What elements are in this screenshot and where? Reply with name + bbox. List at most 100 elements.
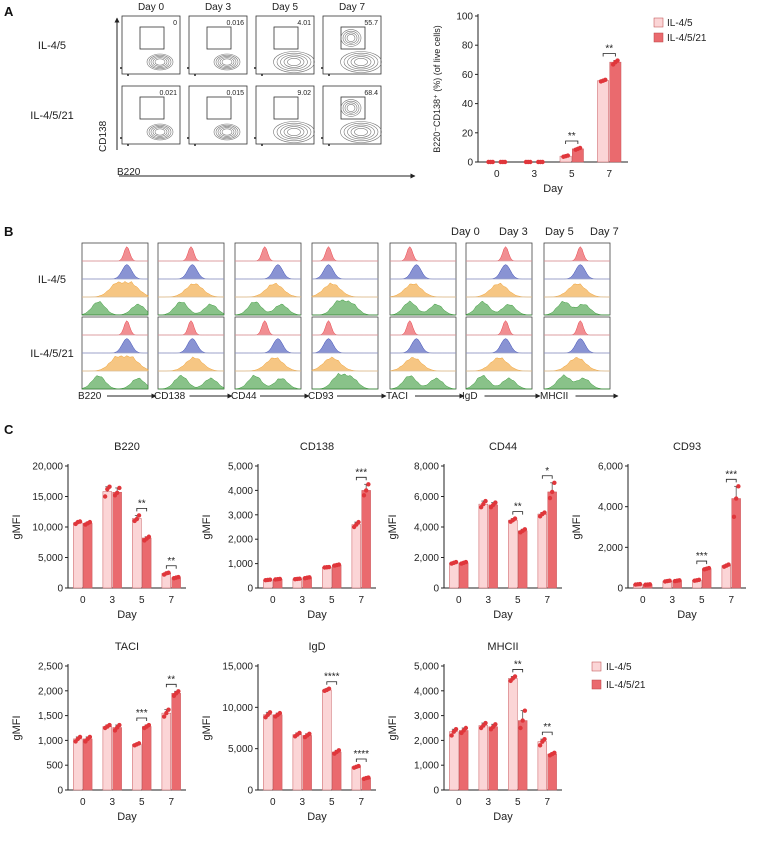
flow-contour bbox=[343, 52, 379, 72]
x-axis-label: Day bbox=[677, 609, 697, 621]
x-axis-label: Day bbox=[117, 811, 137, 823]
bar bbox=[292, 734, 302, 791]
data-point bbox=[520, 718, 525, 723]
x-tick-label: 5 bbox=[515, 797, 521, 808]
x-tick-label: 5 bbox=[139, 595, 145, 606]
significance-stars: ** bbox=[568, 131, 576, 142]
data-point bbox=[552, 750, 557, 755]
data-point bbox=[453, 727, 459, 732]
histogram-curve bbox=[465, 374, 532, 390]
significance-bracket bbox=[136, 717, 148, 722]
bar bbox=[322, 567, 332, 589]
y-axis-label: gMFI bbox=[571, 514, 583, 539]
data-point bbox=[77, 519, 83, 524]
flow-contour-plasma bbox=[340, 29, 362, 47]
bar bbox=[478, 725, 488, 791]
significance-stars: ** bbox=[167, 674, 175, 685]
data-point bbox=[166, 570, 171, 575]
y-axis-label: gMFI bbox=[201, 715, 213, 740]
bar bbox=[273, 714, 283, 791]
significance-bracket bbox=[355, 476, 367, 481]
flow-contour bbox=[221, 58, 233, 66]
data-point bbox=[733, 496, 739, 501]
flow-contour bbox=[343, 122, 379, 142]
y-axis-label: B220⁻CD138⁺ (%) (of live cells) bbox=[432, 25, 442, 153]
bar bbox=[547, 753, 557, 791]
legend-swatch-il45-c bbox=[591, 661, 602, 672]
flow-gate-value: 68.4 bbox=[364, 90, 378, 97]
significance-stars: ** bbox=[514, 502, 522, 513]
histogram-curve bbox=[465, 300, 532, 316]
flow-row-label: IL-4/5/21 bbox=[30, 110, 73, 122]
flow-contour bbox=[280, 124, 308, 140]
data-point bbox=[726, 562, 731, 567]
bar bbox=[361, 490, 371, 589]
x-tick-label: 0 bbox=[640, 595, 646, 606]
data-point bbox=[518, 725, 523, 731]
histogram-curve bbox=[312, 299, 378, 316]
significance-bracket bbox=[512, 669, 524, 673]
data-point bbox=[542, 510, 547, 515]
x-tick-label: 7 bbox=[544, 797, 550, 808]
y-tick-label: 3,000 bbox=[228, 510, 253, 521]
flow-contour bbox=[340, 121, 382, 143]
flow-gate bbox=[273, 26, 299, 50]
histogram-grid: IL-4/5 IL-4/5/21 B220 CD138 CD44 CD93 TACI IgD M… bbox=[30, 242, 619, 402]
histogram-curve bbox=[466, 357, 532, 372]
x-tick-label: 5 bbox=[569, 169, 575, 180]
y-tick-label: 1,000 bbox=[228, 559, 253, 570]
bar bbox=[351, 766, 361, 791]
x-axis-label: Day bbox=[307, 811, 327, 823]
data-point bbox=[164, 710, 169, 716]
data-point bbox=[107, 722, 112, 728]
y-tick-label: 1,000 bbox=[414, 761, 439, 772]
legend-panel-a: IL-4/5 IL-4/5/21 bbox=[653, 17, 707, 44]
data-point bbox=[336, 562, 342, 567]
chart-title: CD44 bbox=[489, 441, 517, 453]
data-point bbox=[706, 565, 712, 571]
y-tick-label: 2,000 bbox=[414, 553, 439, 564]
bar bbox=[263, 714, 273, 791]
y-tick-label: 0 bbox=[433, 786, 439, 797]
x-tick-label: 5 bbox=[139, 797, 145, 808]
histogram-curve bbox=[81, 375, 149, 390]
bar bbox=[449, 562, 459, 589]
y-tick-label: 5,000 bbox=[228, 462, 253, 473]
y-tick-label: 4,000 bbox=[228, 486, 253, 497]
flow-contour bbox=[283, 126, 305, 138]
flow-contour bbox=[276, 122, 312, 142]
bar bbox=[547, 491, 557, 589]
y-tick-label: 10,000 bbox=[32, 523, 63, 534]
data-point bbox=[136, 513, 142, 518]
y-tick-label: 4,000 bbox=[414, 686, 439, 697]
legend-label-il45: IL-4/5 bbox=[667, 18, 693, 29]
y-tick-label: 2,000 bbox=[414, 736, 439, 747]
flow-contour bbox=[148, 124, 172, 140]
flow-gate-value: 55.7 bbox=[364, 20, 378, 27]
chart-title: B220 bbox=[114, 441, 140, 453]
x-tick-label: 7 bbox=[168, 595, 174, 606]
significance-bracket bbox=[165, 565, 177, 569]
data-point bbox=[463, 725, 469, 731]
significance-bracket bbox=[541, 731, 553, 736]
panel-letter-c: C bbox=[4, 422, 14, 437]
flow-contour bbox=[219, 127, 235, 137]
chart-cd93: 0 2,000 4,000 6,000 CD93 gMFI Day 0 3 5 7 *** *** bbox=[571, 441, 746, 621]
data-point bbox=[481, 501, 486, 507]
flow-contour bbox=[354, 128, 368, 137]
legend-label-il45-c: IL-4/5 bbox=[606, 662, 632, 673]
flow-gate bbox=[139, 26, 165, 50]
y-tick-label: 10,000 bbox=[222, 703, 253, 714]
significance-bracket bbox=[541, 475, 553, 479]
y-tick-label: 5,000 bbox=[414, 662, 439, 673]
data-point bbox=[146, 722, 152, 728]
data-point bbox=[478, 504, 484, 510]
bar bbox=[102, 491, 113, 589]
bar bbox=[488, 504, 498, 589]
data-point bbox=[102, 494, 108, 499]
significance-stars: **** bbox=[324, 672, 340, 683]
flow-contour bbox=[354, 57, 368, 66]
flow-contour bbox=[213, 53, 241, 71]
chart-title: CD93 bbox=[673, 441, 701, 453]
